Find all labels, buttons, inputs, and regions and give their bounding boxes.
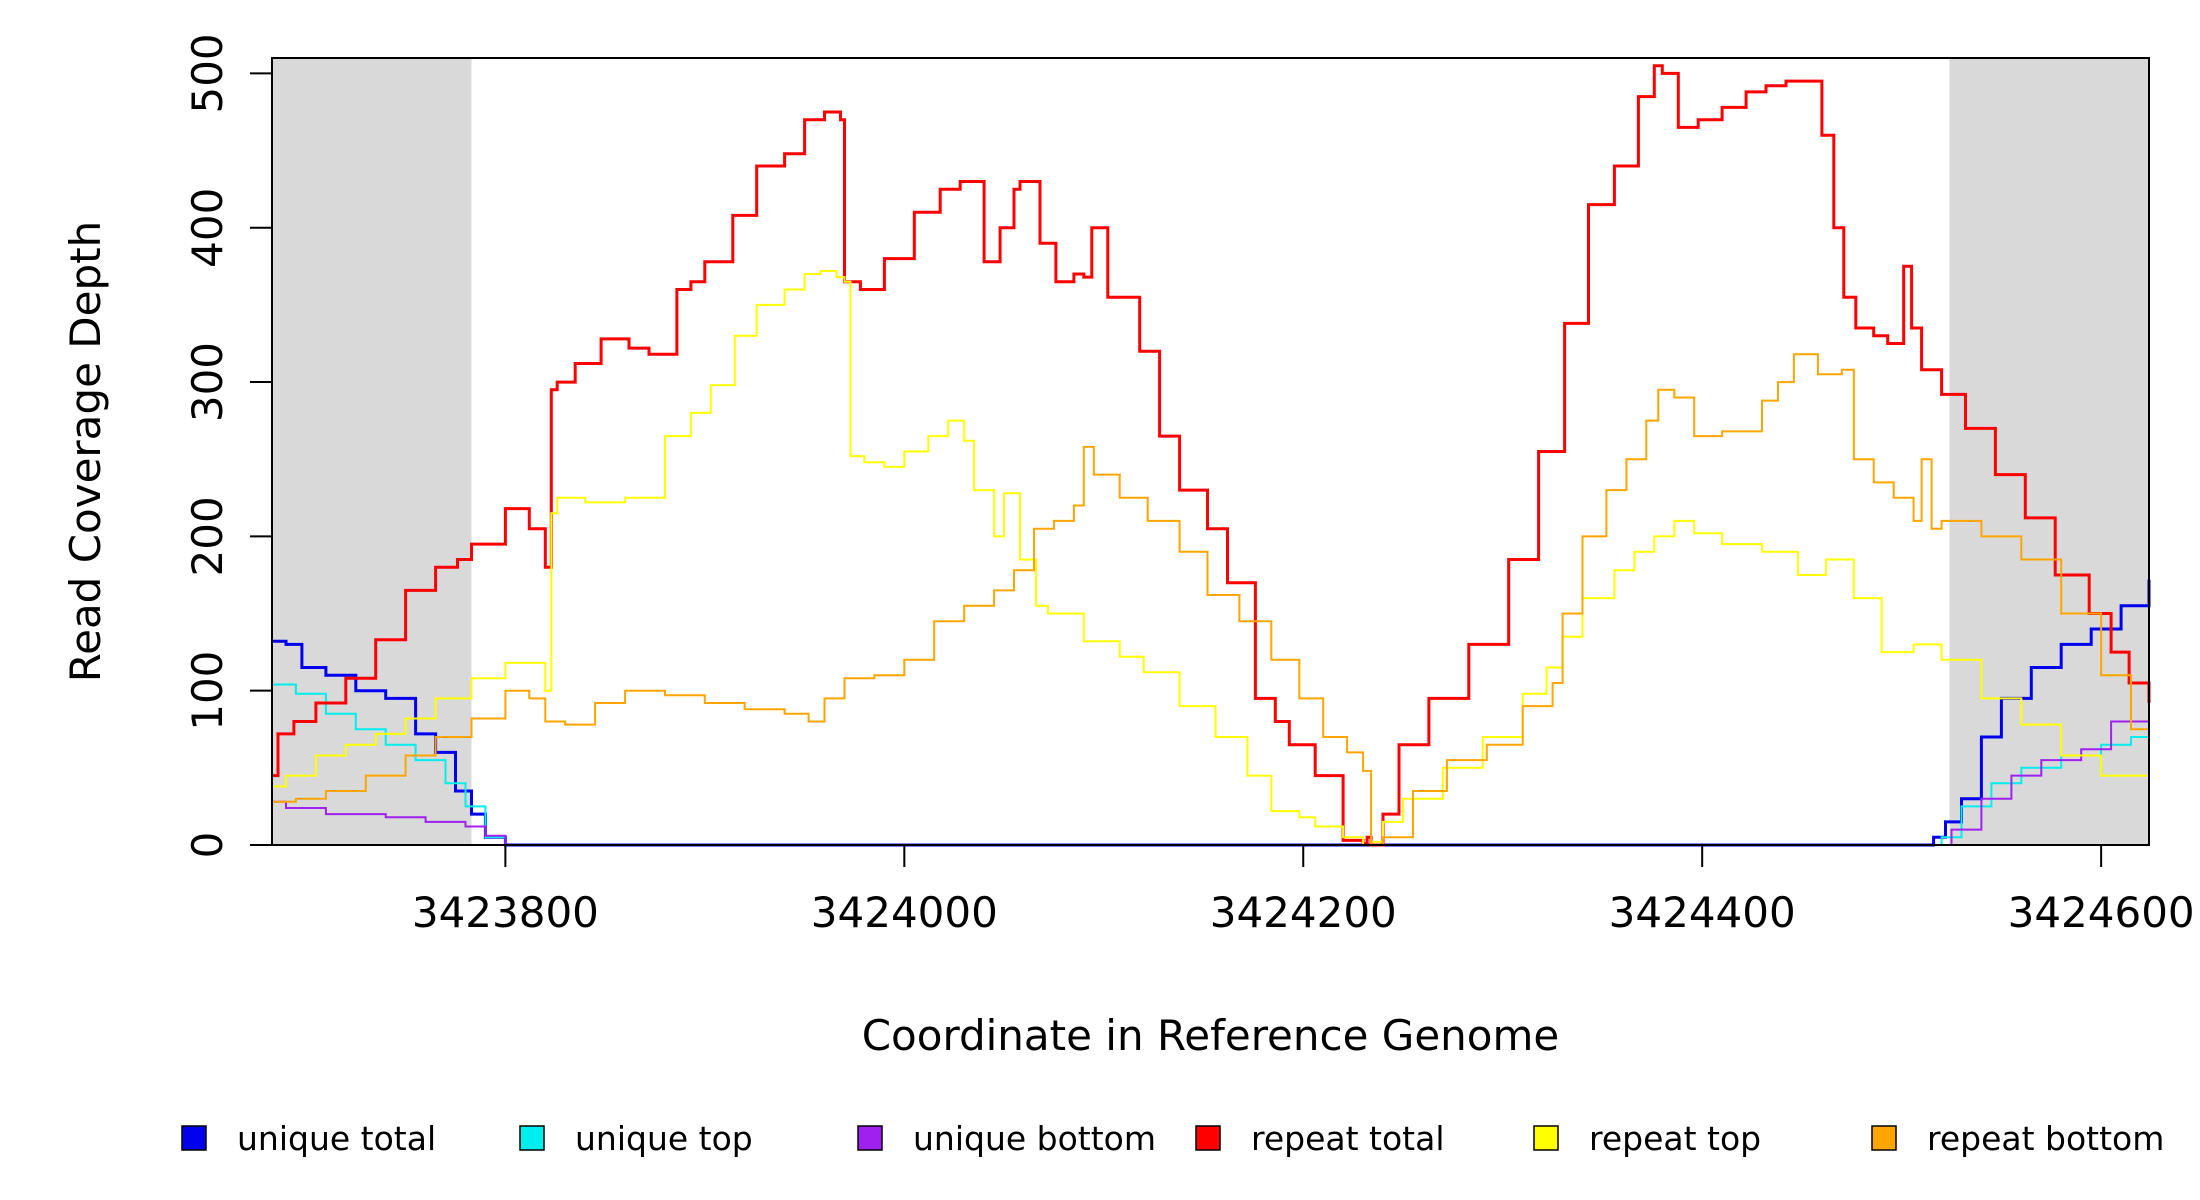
x-axis-title: Coordinate in Reference Genome	[862, 1011, 1560, 1060]
legend-swatch-unique-bottom	[857, 1125, 883, 1151]
plot-frame	[271, 57, 2150, 846]
y-tick-label: 0	[183, 832, 232, 859]
x-axis: 3423800 3424000 3424200 3424400 3424600	[412, 845, 2195, 937]
series-line-repeat-bottom	[272, 353, 2150, 846]
legend-swatch-unique-top	[519, 1125, 545, 1151]
y-tick-label: 300	[183, 342, 232, 422]
shaded-region-2	[1949, 58, 2149, 845]
legend-label-unique-top: unique top	[575, 1119, 753, 1158]
shaded-region-1	[272, 58, 472, 845]
legend-label-unique-bottom: unique bottom	[913, 1119, 1156, 1158]
legend-label-repeat-bottom: repeat bottom	[1927, 1119, 2164, 1158]
x-tick-label: 3424200	[1210, 888, 1397, 937]
series-line-unique-top	[272, 683, 2150, 846]
x-tick-label: 3424600	[2008, 888, 2195, 937]
y-axis-title: Read Coverage Depth	[61, 221, 110, 682]
legend-label-unique-total: unique total	[237, 1119, 436, 1158]
legend-label-repeat-top: repeat top	[1589, 1119, 1761, 1158]
y-tick-label: 200	[183, 496, 232, 576]
y-tick-label: 100	[183, 651, 232, 731]
shaded-regions	[272, 58, 2149, 845]
series-lines	[272, 64, 2151, 847]
series-line-unique-bottom	[272, 703, 2150, 846]
x-tick-label: 3423800	[412, 888, 599, 937]
legend-swatch-repeat-total	[1195, 1125, 1221, 1151]
y-tick-label: 500	[183, 33, 232, 113]
series-line-unique-total	[272, 579, 2151, 847]
legend: unique total unique top unique bottom repea…	[181, 1119, 2164, 1158]
x-tick-label: 3424000	[811, 888, 998, 937]
legend-swatch-repeat-top	[1533, 1125, 1559, 1151]
legend-swatch-repeat-bottom	[1871, 1125, 1897, 1151]
x-tick-label: 3424400	[1609, 888, 1796, 937]
series-line-repeat-top	[272, 270, 2150, 846]
y-tick-label: 400	[183, 188, 232, 268]
legend-label-repeat-total: repeat total	[1251, 1119, 1445, 1158]
series-line-repeat-total	[272, 64, 2151, 847]
y-axis: 0 100 200 300 400 500	[183, 33, 272, 858]
legend-swatch-unique-total	[181, 1125, 207, 1151]
